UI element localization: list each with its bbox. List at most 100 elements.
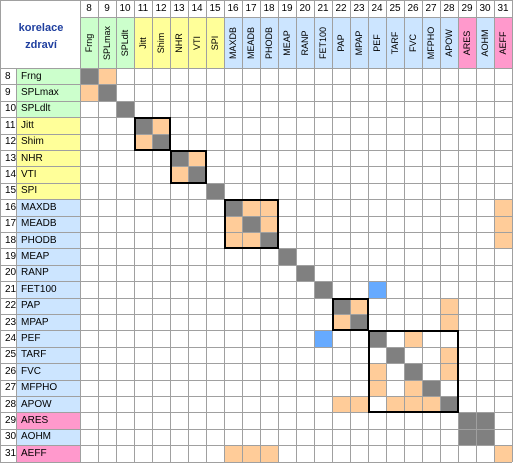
matrix-cell-orange <box>260 215 278 232</box>
group-box-bottom <box>134 149 171 151</box>
grid-vline <box>314 0 315 462</box>
grid-hline <box>0 330 512 331</box>
col-label-text: ARES <box>462 30 472 55</box>
grid-hline <box>0 265 512 266</box>
row-label-mfpho: MFPHO <box>16 379 80 396</box>
col-label-shim: Shim <box>152 17 170 68</box>
matrix-cell-orange <box>332 314 350 331</box>
row-number: 18 <box>5 234 17 246</box>
matrix-cell-orange <box>404 396 422 413</box>
grid-hline <box>0 0 512 1</box>
matrix-cell-orange <box>242 232 260 249</box>
matrix-cell-orange <box>404 330 422 347</box>
col-label-spldlt: SPLdlt <box>116 17 134 68</box>
row-label-aohm: AOHM <box>16 428 80 446</box>
row-label-ranp: RANP <box>16 264 80 282</box>
corner-title: korelace zdraví <box>8 20 74 54</box>
col-label-text: APOW <box>444 28 454 57</box>
matrix-cell-diag <box>332 297 350 314</box>
row-label-pef: PEF <box>16 330 80 347</box>
col-number: 11 <box>137 3 149 14</box>
grid-vline <box>458 0 459 462</box>
col-label-text: SPI <box>210 35 220 50</box>
matrix-cell-orange <box>350 297 368 314</box>
grid-hline <box>0 298 512 299</box>
matrix-cell-diag <box>296 264 314 282</box>
group-box-left <box>224 199 226 249</box>
grid-vline <box>386 0 387 462</box>
col-label-text: RANP <box>300 29 310 56</box>
grid-vline <box>404 0 405 462</box>
col-label-ares: ARES <box>458 17 476 68</box>
col-label-text: PAP <box>336 33 346 52</box>
col-number: 29 <box>461 3 473 14</box>
group-box-bottom <box>332 329 369 331</box>
matrix-cell-orange <box>368 379 386 396</box>
corner-title-line2: zdraví <box>25 39 57 51</box>
matrix-cell-orange <box>440 363 458 380</box>
row-number: 11 <box>5 119 16 131</box>
grid-hline <box>0 314 512 315</box>
grid-hline <box>0 216 512 217</box>
row-number: 10 <box>5 103 17 115</box>
matrix-cell-orange <box>224 232 242 249</box>
group-box-top <box>368 330 459 332</box>
row-number: 9 <box>5 87 11 99</box>
row-label-frng: Frng <box>16 68 80 85</box>
matrix-cell-diag <box>134 117 152 134</box>
matrix-cell-diag <box>170 150 188 167</box>
row-number: 20 <box>5 267 17 279</box>
col-number: 14 <box>191 3 203 14</box>
row-number: 31 <box>5 447 17 459</box>
col-label-text: MFPHO <box>426 26 436 59</box>
matrix-cell-orange <box>260 445 278 462</box>
col-label-spi: SPI <box>206 17 224 68</box>
col-number: 8 <box>86 3 92 14</box>
row-label-apow: APOW <box>16 396 80 413</box>
grid-hline <box>0 412 512 413</box>
row-number: 23 <box>5 316 17 328</box>
col-label-ranp: RANP <box>296 17 314 68</box>
matrix-cell-orange <box>440 314 458 331</box>
col-number: 16 <box>227 3 239 14</box>
grid-hline <box>0 232 512 233</box>
group-box-top <box>224 199 279 201</box>
matrix-cell-diag <box>404 363 422 380</box>
col-label-text: PEF <box>372 33 382 52</box>
col-number: 25 <box>389 3 401 14</box>
grid-vline <box>476 0 477 462</box>
grid-vline <box>170 0 171 462</box>
matrix-cell-orange <box>188 150 206 167</box>
matrix-cell-diag <box>458 412 476 429</box>
matrix-cell-diag <box>206 182 224 200</box>
col-number: 21 <box>317 3 329 14</box>
col-label-aeff: AEFF <box>494 17 512 68</box>
col-label-text: AOHM <box>480 29 490 56</box>
col-label-pap: PAP <box>332 17 350 68</box>
grid-hline <box>0 347 512 348</box>
col-label-pef: PEF <box>368 17 386 68</box>
grid-vline <box>440 0 441 462</box>
grid-hline <box>0 150 512 151</box>
row-number: 26 <box>5 365 17 377</box>
grid-vline <box>80 0 81 462</box>
matrix-cell-orange <box>260 199 278 216</box>
matrix-cell-diag <box>350 314 368 331</box>
group-box-bottom <box>224 247 279 249</box>
matrix-cell-orange <box>98 68 116 85</box>
col-label-fet100: FET100 <box>314 17 332 68</box>
col-label-nhr: NHR <box>170 17 188 68</box>
col-number: 22 <box>335 3 347 14</box>
grid-hline <box>0 396 512 397</box>
matrix-cell-orange <box>80 84 98 101</box>
grid-hline <box>0 84 512 85</box>
matrix-cell-diag <box>224 199 242 216</box>
col-label-fvc: FVC <box>404 17 422 68</box>
col-label-vti: VTI <box>188 17 206 68</box>
matrix-cell-diag <box>152 133 170 150</box>
col-label-text: Shim <box>156 32 166 53</box>
matrix-cell-bluecell <box>314 330 332 347</box>
row-number: 21 <box>5 283 17 295</box>
grid-vline <box>422 0 423 462</box>
group-box-right <box>277 199 279 249</box>
